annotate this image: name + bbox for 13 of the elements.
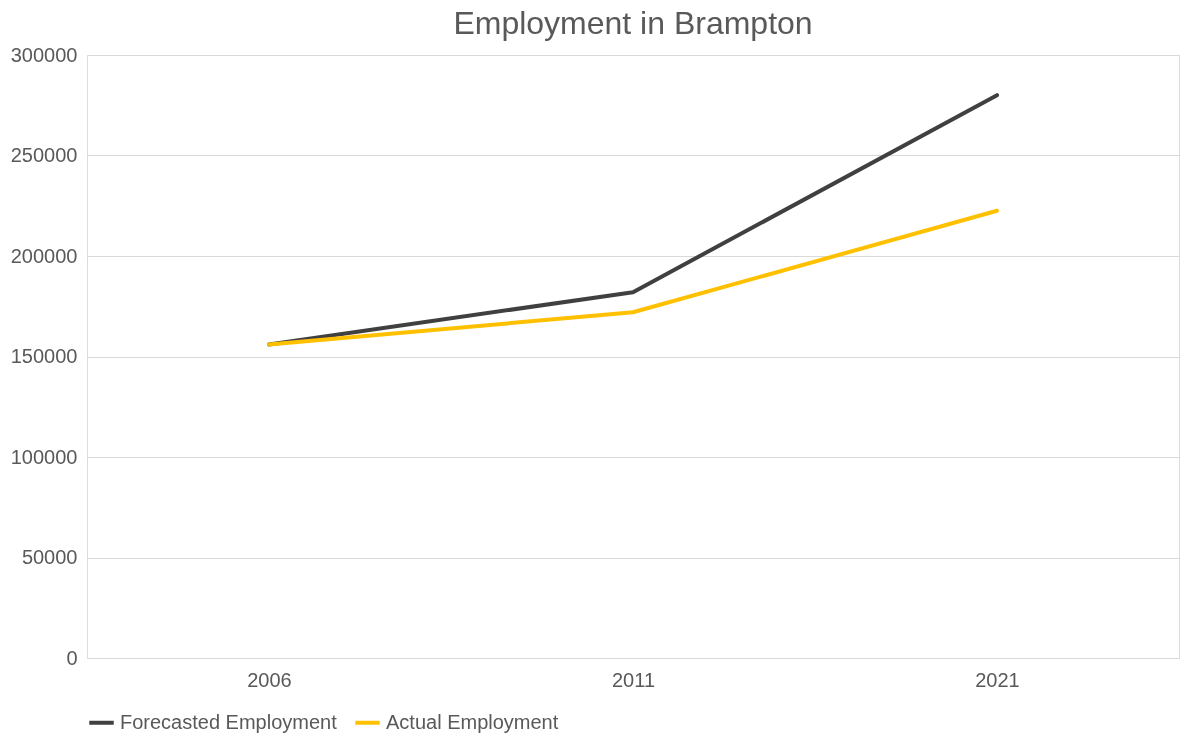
y-tick-label: 150000 [10, 345, 78, 367]
y-tick-label: 0 [66, 646, 78, 669]
y-tick-label: 250000 [10, 144, 78, 166]
y-tick-label: 100000 [10, 445, 78, 468]
x-tick-label: 2006 [247, 668, 292, 691]
y-tick-label: 300000 [10, 43, 78, 66]
x-tick-label: 2021 [975, 668, 1020, 691]
y-tick-label: 200000 [10, 244, 78, 267]
chart-title: Employment in Brampton [453, 5, 813, 41]
legend-label: Forecasted Employment [120, 710, 338, 733]
legend-label: Actual Employment [386, 710, 559, 733]
y-tick-label: 50000 [21, 546, 78, 568]
x-tick-label: 2011 [611, 668, 656, 691]
